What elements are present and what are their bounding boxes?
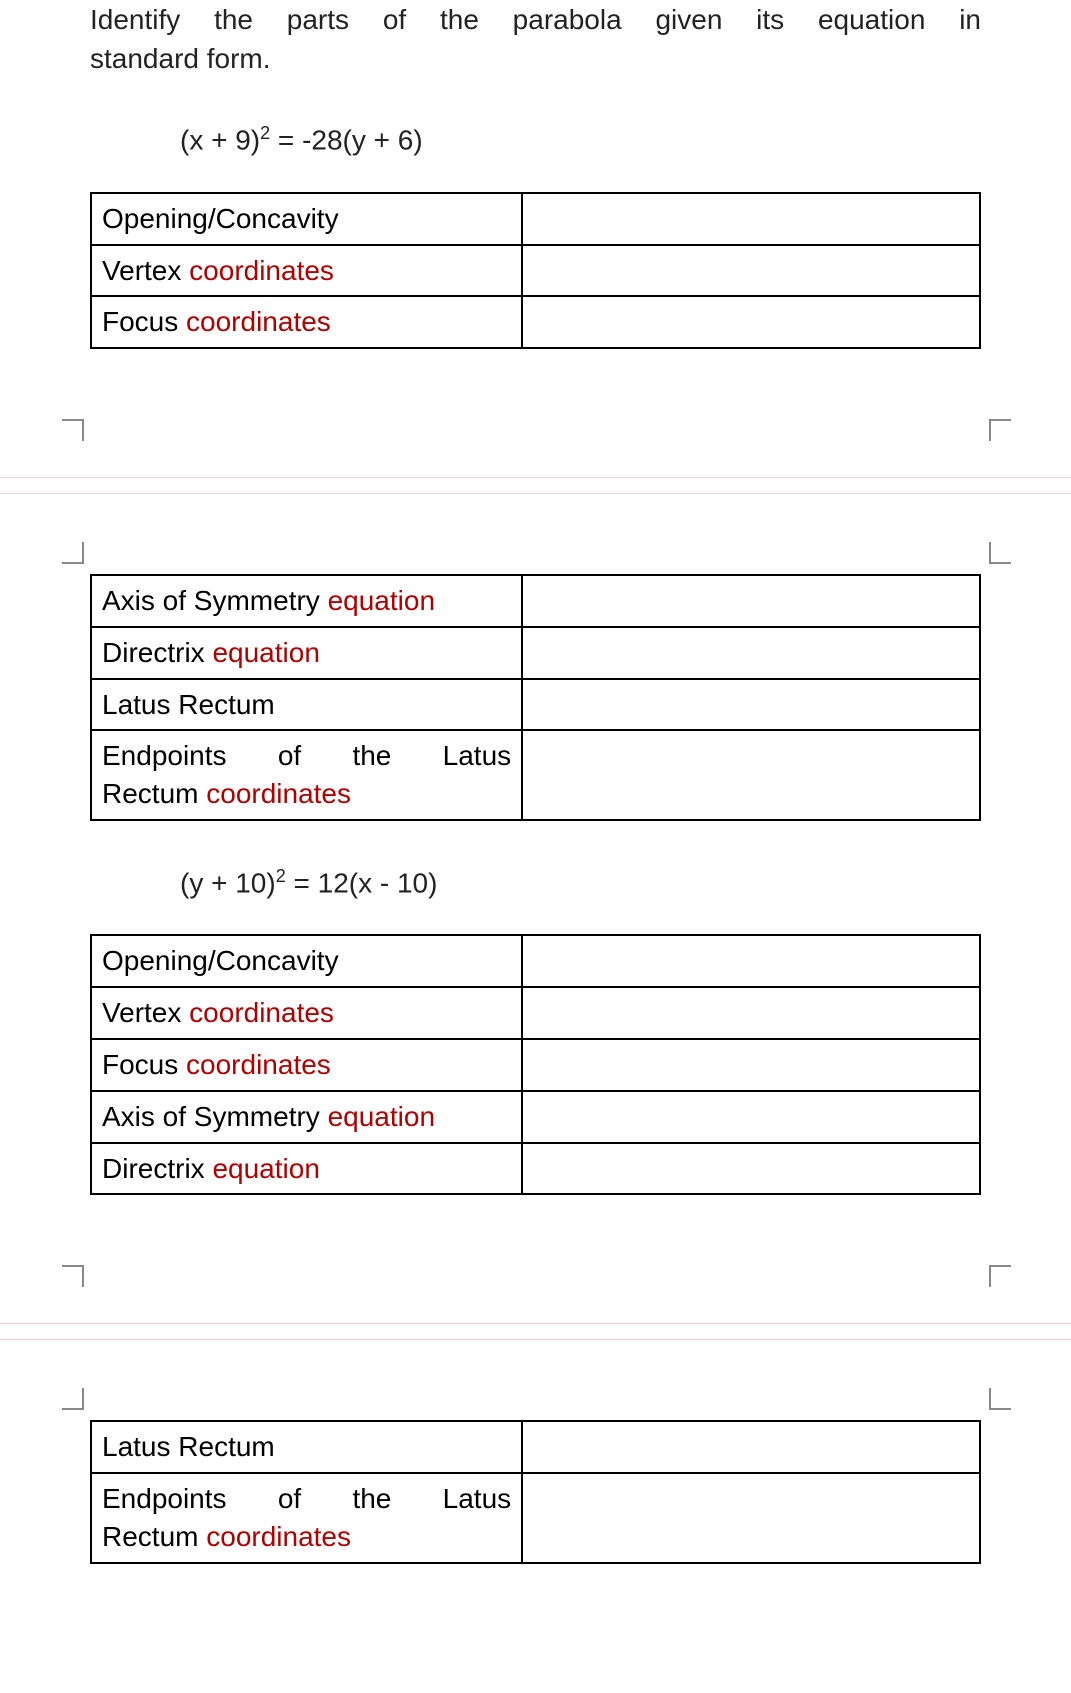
row-label: EndpointsoftheLatusRectum coordinates (91, 730, 522, 820)
row-value (522, 1143, 980, 1195)
table-1a: Opening/Concavity Vertex coordinates Foc… (90, 192, 981, 349)
crop-mark-icon (989, 1388, 1011, 1410)
page-break-2 (0, 1235, 1071, 1420)
row-label: Opening/Concavity (91, 935, 522, 987)
divider-line (0, 1339, 1071, 1340)
table-2a: Opening/Concavity Vertex coordinates Foc… (90, 934, 981, 1195)
table-row: Axis of Symmetry equation (91, 1091, 980, 1143)
table-row: Directrix equation (91, 627, 980, 679)
table-row: Vertex coordinates (91, 245, 980, 297)
row-value (522, 730, 980, 820)
divider-line (0, 477, 1071, 478)
row-label: Vertex coordinates (91, 245, 522, 297)
row-label: Focus coordinates (91, 296, 522, 348)
divider-line (0, 1323, 1071, 1324)
row-value (522, 627, 980, 679)
page-content: Axis of Symmetry equation Directrix equa… (0, 574, 1071, 1235)
row-label: Opening/Concavity (91, 193, 522, 245)
page-content: Identify the parts of the parabola given… (0, 0, 1071, 389)
row-label: EndpointsoftheLatusRectum coordinates (91, 1473, 522, 1563)
table-row: EndpointsoftheLatusRectum coordinates (91, 730, 980, 820)
crop-mark-icon (62, 542, 84, 564)
crop-mark-icon (62, 419, 84, 441)
row-value (522, 245, 980, 297)
table-row: Axis of Symmetry equation (91, 575, 980, 627)
row-value (522, 1473, 980, 1563)
row-value (522, 1039, 980, 1091)
table-row: Focus coordinates (91, 296, 980, 348)
row-value (522, 987, 980, 1039)
row-value (522, 935, 980, 987)
table-row: EndpointsoftheLatusRectum coordinates (91, 1473, 980, 1563)
crop-mark-icon (989, 542, 1011, 564)
crop-mark-icon (989, 419, 1011, 441)
equation-2: (y + 10)2 = 12(x - 10) (180, 866, 981, 899)
instruction-line1: Identify the parts of the parabola given… (90, 0, 981, 39)
row-value (522, 1421, 980, 1473)
row-value (522, 1091, 980, 1143)
table-row: Opening/Concavity (91, 193, 980, 245)
table-2b: Latus Rectum EndpointsoftheLatusRectum c… (90, 1420, 981, 1563)
divider-line (0, 493, 1071, 494)
row-value (522, 193, 980, 245)
equation-1: (x + 9)2 = -28(y + 6) (180, 123, 981, 156)
table-row: Latus Rectum (91, 679, 980, 731)
row-label: Axis of Symmetry equation (91, 1091, 522, 1143)
table-row: Vertex coordinates (91, 987, 980, 1039)
row-label: Axis of Symmetry equation (91, 575, 522, 627)
row-value (522, 575, 980, 627)
crop-mark-icon (62, 1265, 84, 1287)
page-content: Latus Rectum EndpointsoftheLatusRectum c… (0, 1420, 1071, 1603)
row-label: Vertex coordinates (91, 987, 522, 1039)
instruction-line2: standard form. (90, 39, 981, 78)
table-row: Opening/Concavity (91, 935, 980, 987)
table-row: Focus coordinates (91, 1039, 980, 1091)
table-row: Directrix equation (91, 1143, 980, 1195)
row-label: Directrix equation (91, 627, 522, 679)
row-value (522, 679, 980, 731)
crop-mark-icon (62, 1388, 84, 1410)
row-value (522, 296, 980, 348)
table-row: Latus Rectum (91, 1421, 980, 1473)
crop-mark-icon (989, 1265, 1011, 1287)
page-break-1 (0, 389, 1071, 574)
table-1b: Axis of Symmetry equation Directrix equa… (90, 574, 981, 821)
row-label: Latus Rectum (91, 679, 522, 731)
row-label: Latus Rectum (91, 1421, 522, 1473)
row-label: Directrix equation (91, 1143, 522, 1195)
row-label: Focus coordinates (91, 1039, 522, 1091)
